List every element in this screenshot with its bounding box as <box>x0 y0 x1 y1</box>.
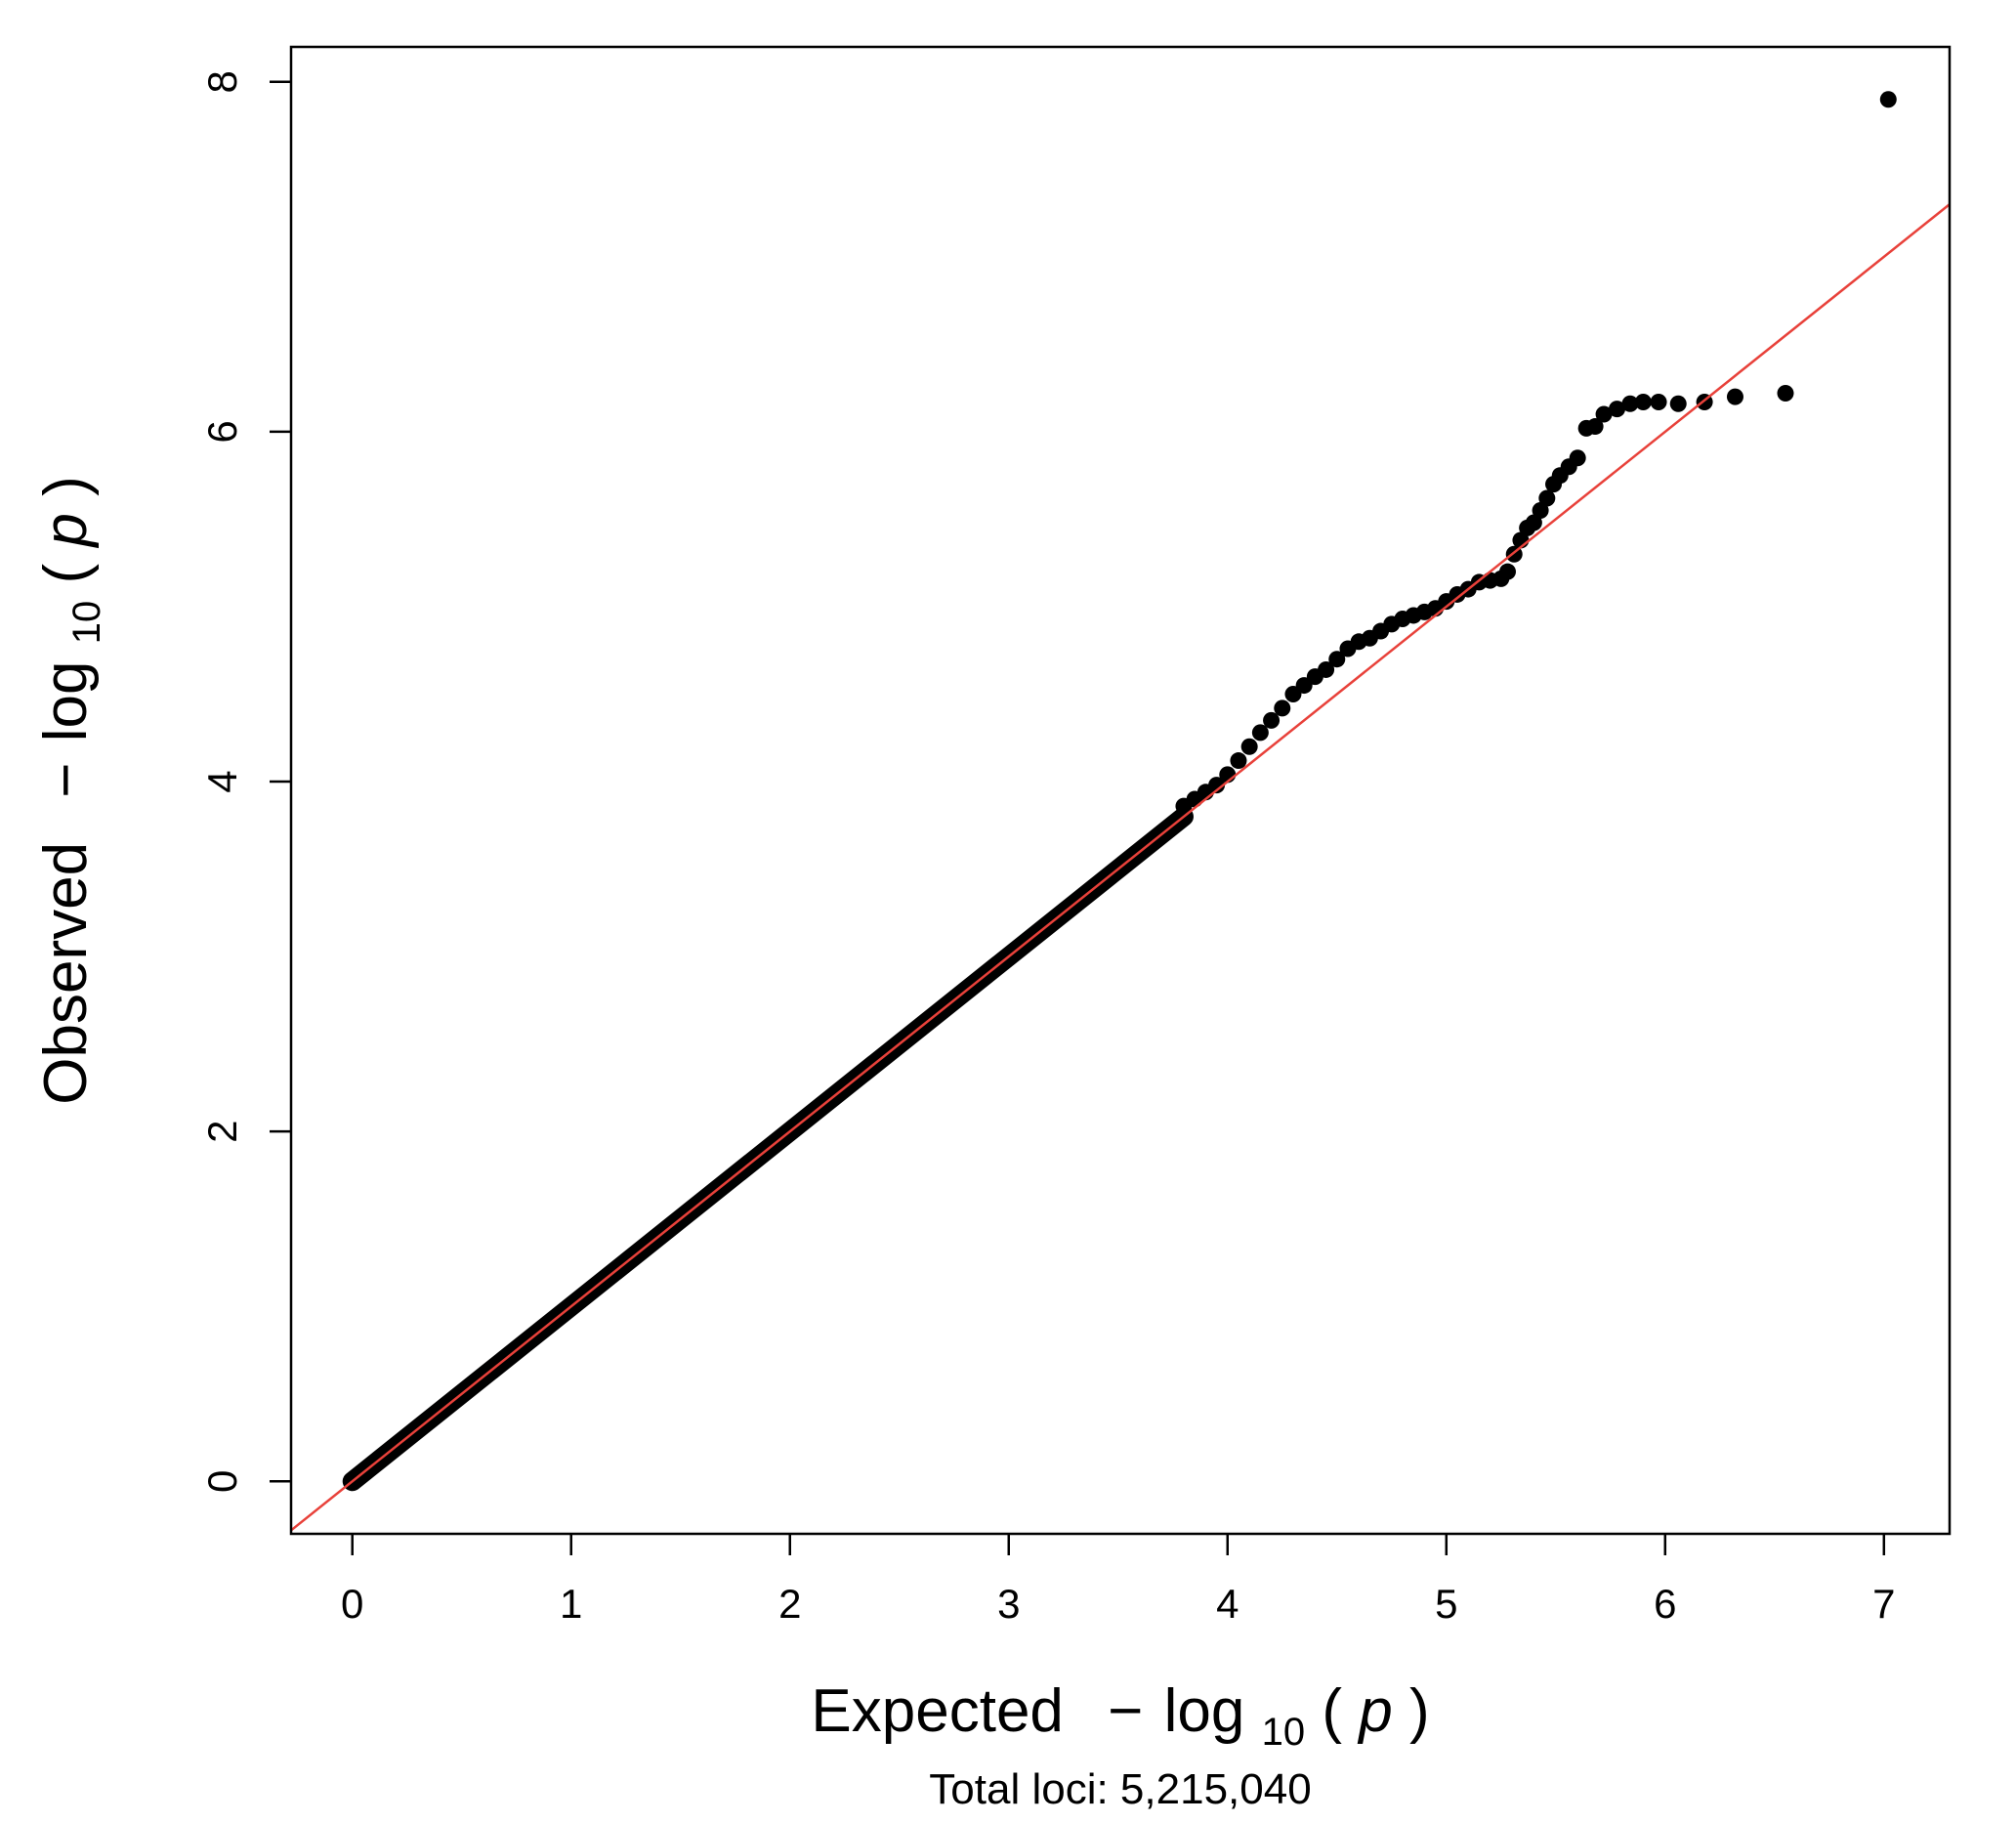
y-axis-label-var: p <box>32 513 100 548</box>
data-point <box>1650 393 1667 410</box>
x-axis-label-close: ) <box>1409 1677 1430 1745</box>
x-axis-label-sub: 10 <box>1262 1711 1306 1754</box>
x-tick-label: 2 <box>778 1581 801 1627</box>
y-tick-label: 2 <box>199 1120 245 1142</box>
x-tick-label: 7 <box>1872 1581 1895 1627</box>
x-tick-label: 6 <box>1654 1581 1676 1627</box>
data-point <box>1879 91 1897 108</box>
x-tick-label: 1 <box>560 1581 582 1627</box>
x-axis: 0 1 2 3 4 5 6 7 <box>341 1534 1895 1627</box>
x-axis-label: Expected − log 10 ( p ) <box>811 1677 1429 1759</box>
data-point <box>1240 738 1258 755</box>
data-point <box>1669 395 1687 412</box>
data-point <box>1609 401 1626 418</box>
data-point <box>1569 449 1586 467</box>
total-loci-caption: Total loci: 5,215,040 <box>929 1765 1311 1813</box>
data-point <box>1777 385 1794 403</box>
data-point <box>1251 724 1269 742</box>
y-tick-label: 6 <box>199 420 245 443</box>
data-point <box>1621 395 1639 412</box>
y-axis-label-sub: 10 <box>65 601 108 645</box>
y-axis-label-func: log <box>32 660 100 742</box>
data-point <box>1532 502 1549 520</box>
data-point <box>1274 700 1291 717</box>
x-tick-label: 4 <box>1216 1581 1239 1627</box>
data-points <box>1175 91 1897 815</box>
y-axis-label-open: ( <box>32 564 100 584</box>
data-point <box>1328 651 1346 668</box>
y-axis-label-prefix: Observed <box>32 842 100 1105</box>
data-point <box>1263 711 1281 729</box>
y-axis-label: Observed − log 10 ( p ) <box>32 476 113 1104</box>
x-axis-label-open: ( <box>1322 1677 1342 1745</box>
data-point <box>1538 489 1556 507</box>
x-axis-label-func: log <box>1164 1677 1245 1745</box>
x-axis-label-minus: − <box>1108 1677 1143 1745</box>
data-point <box>1230 752 1247 770</box>
x-axis-label-prefix: Expected <box>811 1677 1064 1745</box>
data-point <box>1498 563 1516 580</box>
y-axis-label-minus: − <box>32 762 100 797</box>
y-tick-label: 0 <box>199 1470 245 1493</box>
plot-frame <box>289 45 1952 1536</box>
data-point <box>1595 405 1613 423</box>
y-tick-label: 4 <box>199 770 245 792</box>
data-point <box>1318 660 1335 678</box>
y-tick-label: 8 <box>199 70 245 93</box>
data-point <box>1525 514 1542 531</box>
x-tick-label: 5 <box>1435 1581 1457 1627</box>
y-axis-label-close: ) <box>32 476 100 496</box>
data-point <box>1586 418 1604 436</box>
data-point <box>1634 393 1652 410</box>
x-tick-label: 3 <box>997 1581 1020 1627</box>
x-tick-label: 0 <box>341 1581 363 1627</box>
x-axis-label-var: p <box>1357 1677 1392 1745</box>
data-point <box>1726 388 1743 405</box>
y-axis: 0 2 4 6 8 <box>199 70 291 1493</box>
reference-line <box>291 203 1950 1532</box>
data-point <box>1208 777 1226 794</box>
